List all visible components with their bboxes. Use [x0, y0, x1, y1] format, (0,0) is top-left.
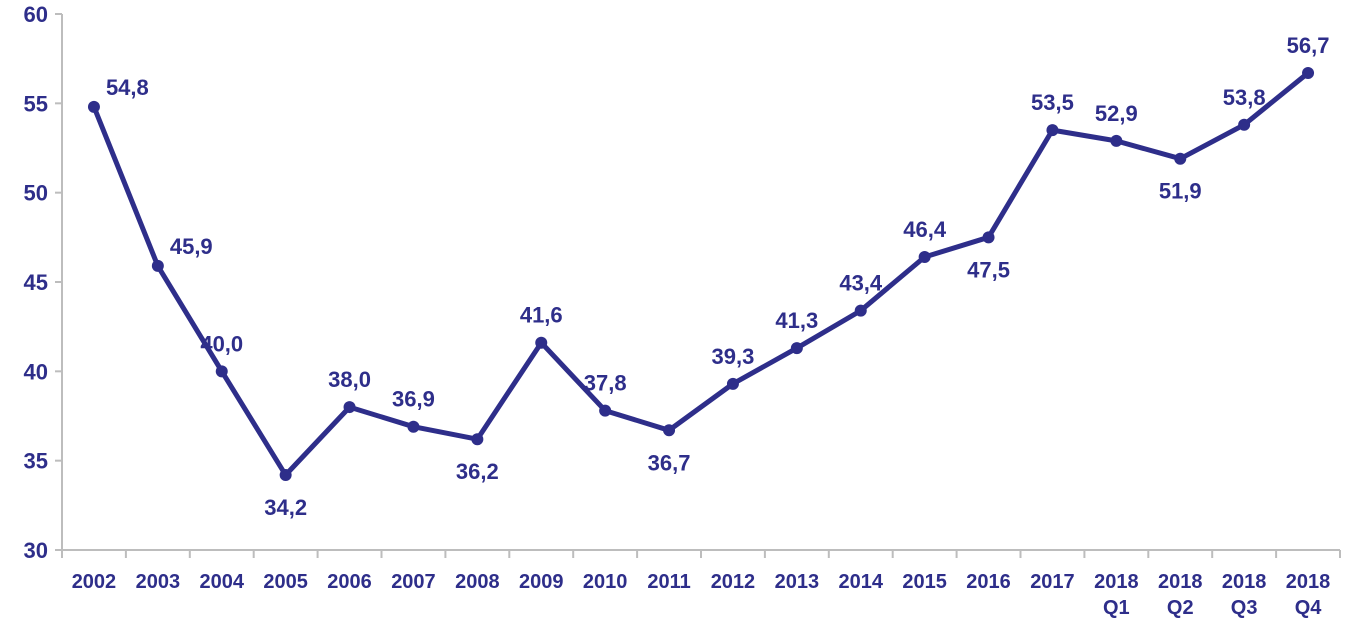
data-point — [1174, 152, 1187, 165]
x-tick-label: 2013 — [775, 571, 820, 593]
axes — [61, 14, 1340, 551]
x-tick-label: 2018 Q3 — [1222, 571, 1267, 619]
data-label: 40,0 — [200, 331, 243, 356]
data-label: 46,4 — [903, 217, 947, 242]
data-point — [87, 100, 100, 113]
x-tick-label: 2009 — [519, 571, 564, 593]
y-tick-label: 40 — [24, 359, 48, 384]
data-label: 47,5 — [967, 257, 1010, 282]
x-tick-label: 2018 Q2 — [1158, 571, 1203, 619]
x-tick-label: 2015 — [902, 571, 947, 593]
y-tick-label: 50 — [24, 181, 48, 206]
x-tick-label: 2018 Q1 — [1094, 571, 1139, 619]
data-label: 34,2 — [264, 495, 307, 520]
data-label: 52,9 — [1095, 101, 1138, 126]
y-tick-label: 55 — [24, 91, 48, 116]
data-label: 36,9 — [392, 387, 435, 412]
series — [87, 66, 1315, 481]
data-label: 53,8 — [1223, 85, 1266, 110]
data-point — [854, 304, 867, 317]
data-labels: 54,8 45,9 40,0 34,2 38,0 36,9 36,2 41,6 37,8 36,7… — [106, 33, 1330, 520]
data-label: 51,9 — [1159, 179, 1202, 204]
data-point — [279, 468, 292, 481]
data-label: 45,9 — [170, 234, 213, 259]
x-tick-label: 2010 — [583, 571, 628, 593]
data-point — [982, 231, 995, 244]
data-point — [1302, 66, 1315, 79]
x-axis-ticks: 2002 2003 2004 2005 2006 2007 2008 2009 2010 2011… — [61, 550, 1341, 619]
data-point — [1238, 118, 1251, 131]
x-tick-label: 2008 — [455, 571, 500, 593]
x-tick-label: 2007 — [391, 571, 436, 593]
data-point — [1046, 124, 1059, 137]
x-tick-label: 2005 — [263, 571, 308, 593]
y-axis-ticks: 30 35 40 45 50 55 60 — [24, 2, 62, 563]
data-point — [535, 336, 548, 349]
data-point — [407, 420, 420, 433]
data-point — [663, 424, 676, 437]
x-tick-label: 2016 — [966, 571, 1011, 593]
data-point — [790, 342, 803, 355]
data-label: 36,7 — [648, 450, 691, 475]
data-label: 37,8 — [584, 371, 627, 396]
data-label: 36,2 — [456, 459, 499, 484]
data-label: 53,5 — [1031, 90, 1074, 115]
x-tick-label: 2002 — [72, 571, 117, 593]
data-point — [726, 377, 739, 390]
data-point — [918, 250, 931, 263]
y-tick-label: 35 — [24, 449, 48, 474]
y-tick-label: 30 — [24, 538, 48, 563]
x-tick-label: 2004 — [200, 571, 245, 593]
y-tick-label: 45 — [24, 270, 48, 295]
data-label: 54,8 — [106, 75, 149, 100]
data-point — [599, 404, 612, 417]
data-point — [151, 259, 164, 272]
data-point — [471, 433, 484, 446]
data-label: 39,3 — [712, 344, 755, 369]
data-label: 56,7 — [1287, 33, 1330, 58]
data-point — [215, 365, 228, 378]
data-label: 41,6 — [520, 303, 563, 328]
data-label: 38,0 — [328, 367, 371, 392]
data-label: 43,4 — [839, 271, 883, 296]
x-tick-label: 2018 Q4 — [1286, 571, 1331, 619]
data-point — [343, 401, 356, 414]
x-tick-label: 2012 — [711, 571, 756, 593]
x-tick-label: 2011 — [647, 571, 690, 593]
data-point — [1110, 134, 1123, 147]
data-label: 41,3 — [775, 308, 818, 333]
y-tick-label: 60 — [24, 2, 48, 27]
x-tick-label: 2003 — [136, 571, 181, 593]
x-tick-label: 2014 — [839, 571, 884, 593]
x-tick-label: 2006 — [327, 571, 372, 593]
x-tick-label: 2017 — [1030, 571, 1075, 593]
series-line — [91, 70, 1311, 478]
